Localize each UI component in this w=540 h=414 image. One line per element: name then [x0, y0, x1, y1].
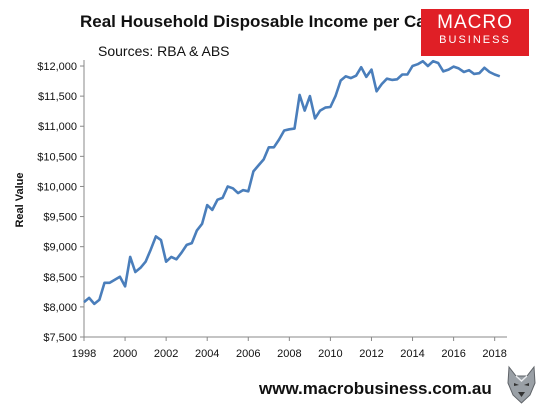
x-ticks: 1998 2000 2002 2004 2006 2008 2010 2012 2014 2016… — [72, 337, 507, 360]
line-chart: Real Value $7,500 $8,000 $8,500 $9,000 $9,50… — [14, 59, 507, 360]
y-ticks: $7,500 $8,000 $8,500 $9,000 $9,500 $10,000 $10… — [37, 61, 84, 344]
x-tick-label: 2014 — [400, 348, 424, 360]
chart-title: Real Household Disposable Income per Cap… — [80, 12, 456, 31]
y-tick-label: $9,500 — [43, 212, 77, 224]
y-tick-label: $7,500 — [43, 332, 77, 344]
website-url: www.macrobusiness.com.au — [259, 379, 492, 398]
x-tick-label: 2002 — [154, 348, 178, 360]
x-tick-label: 2016 — [441, 348, 465, 360]
series-group — [83, 59, 501, 306]
y-tick-label: $8,500 — [43, 272, 77, 284]
y-tick-label: $11,500 — [38, 91, 77, 103]
x-tick-label: 2000 — [113, 348, 137, 360]
logo-line-2: BUSINESS — [439, 34, 511, 46]
series-line — [83, 59, 501, 306]
x-tick-label: 2018 — [482, 348, 506, 360]
chart-subtitle: Sources: RBA & ABS — [98, 43, 230, 59]
macrobusiness-logo: MACRO BUSINESS — [421, 9, 529, 56]
y-tick-label: $8,000 — [43, 302, 77, 314]
y-tick-label: $11,000 — [38, 121, 77, 133]
y-tick-label: $12,000 — [37, 61, 77, 73]
x-tick-label: 2012 — [359, 348, 383, 360]
y-tick-label: $10,500 — [37, 151, 77, 163]
x-tick-label: 1998 — [72, 348, 96, 360]
x-tick-label: 2006 — [236, 348, 260, 360]
y-tick-label: $10,000 — [37, 181, 77, 193]
wolf-mascot-icon — [507, 365, 536, 404]
y-axis-label: Real Value — [14, 172, 26, 227]
logo-line-1: MACRO — [437, 12, 513, 33]
x-tick-label: 2004 — [195, 348, 219, 360]
y-tick-label: $9,000 — [43, 242, 77, 254]
x-tick-label: 2008 — [277, 348, 301, 360]
x-tick-label: 2010 — [318, 348, 342, 360]
